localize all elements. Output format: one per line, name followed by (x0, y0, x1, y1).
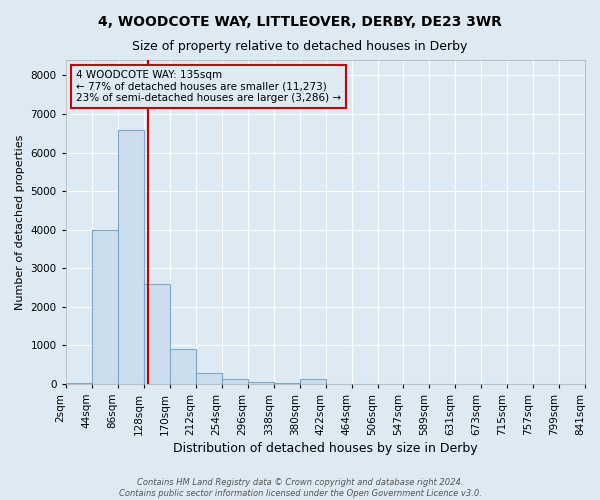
Bar (66, 382, 92, 384)
Bar (143, 284, 170, 384)
Bar (170, 349, 196, 384)
Bar (274, 382, 299, 384)
Bar (248, 382, 274, 384)
Text: 4 WOODCOTE WAY: 135sqm
← 77% of detached houses are smaller (11,273)
23% of semi: 4 WOODCOTE WAY: 135sqm ← 77% of detached… (76, 70, 341, 103)
Bar (221, 380, 248, 384)
Bar (196, 372, 221, 384)
Text: 4, WOODCOTE WAY, LITTLEOVER, DERBY, DE23 3WR: 4, WOODCOTE WAY, LITTLEOVER, DERBY, DE23… (98, 15, 502, 29)
Bar (92, 230, 118, 384)
Text: Contains HM Land Registry data © Crown copyright and database right 2024.
Contai: Contains HM Land Registry data © Crown c… (119, 478, 481, 498)
Text: Size of property relative to detached houses in Derby: Size of property relative to detached ho… (133, 40, 467, 53)
X-axis label: Distribution of detached houses by size in Derby: Distribution of detached houses by size … (173, 442, 478, 455)
Y-axis label: Number of detached properties: Number of detached properties (15, 134, 25, 310)
Bar (299, 380, 326, 384)
Bar (118, 130, 143, 384)
